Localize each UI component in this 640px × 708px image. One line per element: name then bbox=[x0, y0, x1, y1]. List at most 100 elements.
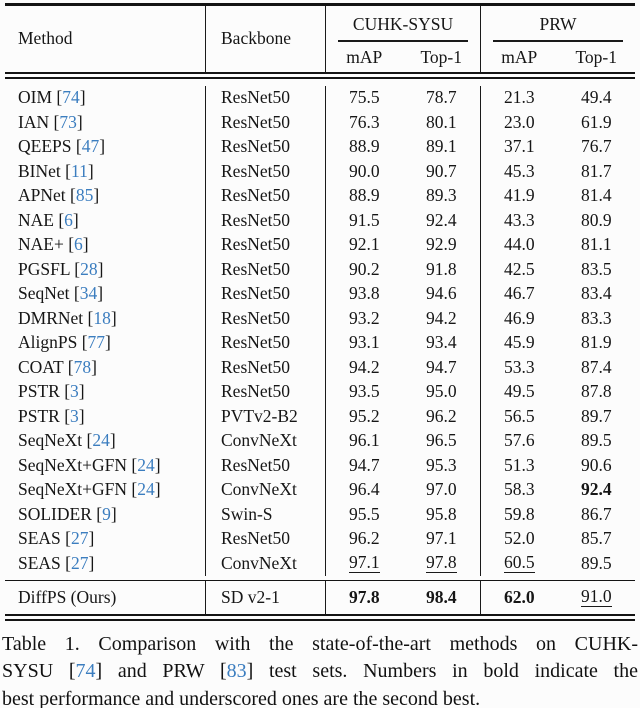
prw-map-cell: 60.5 bbox=[480, 551, 558, 576]
metric-value: 23.0 bbox=[503, 111, 535, 132]
cuhk-map-cell: 75.5 bbox=[325, 85, 403, 110]
table-row: DiffPS (Ours) SD v2-1 97.8 98.4 62.0 91.… bbox=[5, 581, 635, 614]
cuhk-map-cell: 92.1 bbox=[325, 232, 403, 257]
metric-value: 42.5 bbox=[503, 258, 535, 279]
table-row: NAE [6] ResNet50 91.5 92.4 43.3 80.9 bbox=[5, 208, 635, 233]
metric-value: 92.4 bbox=[580, 479, 612, 500]
citation-link[interactable]: 11 bbox=[70, 160, 88, 181]
backbone-cell: ResNet50 bbox=[205, 110, 325, 135]
metric-value: 41.9 bbox=[503, 185, 535, 206]
citation-link[interactable]: 24 bbox=[137, 479, 155, 500]
metric-value: 49.4 bbox=[580, 87, 612, 108]
pre-final-rule bbox=[5, 579, 635, 581]
prw-top1-cell: 49.4 bbox=[558, 86, 636, 111]
citation-link[interactable]: 85 bbox=[75, 185, 94, 206]
backbone-cell: ResNet50 bbox=[205, 159, 325, 184]
metric-value: 97.1 bbox=[425, 528, 457, 549]
text-segment: NAE [ bbox=[18, 209, 65, 230]
table-row: DMRNet [18] ResNet50 93.2 94.2 46.9 83.3 bbox=[5, 306, 635, 331]
metric-value: 90.6 bbox=[580, 454, 612, 475]
metric-value: 45.9 bbox=[503, 332, 535, 353]
cuhk-map-cell: 90.2 bbox=[325, 257, 403, 282]
metric-value: 57.6 bbox=[503, 430, 535, 451]
text-segment: COAT [ bbox=[18, 356, 74, 377]
prw-map-cell: 62.0 bbox=[480, 581, 558, 614]
prw-map-cell: 53.3 bbox=[480, 355, 558, 380]
citation-link[interactable]: 47 bbox=[81, 136, 100, 157]
text-segment: PSTR [ bbox=[18, 405, 71, 426]
metric-value: 75.5 bbox=[348, 87, 380, 108]
method-cell: QEEPS [47] bbox=[5, 135, 205, 160]
prw-top1-cell: 87.4 bbox=[558, 355, 636, 380]
text-segment: SYSU [ bbox=[2, 660, 76, 683]
metric-value: 62.0 bbox=[503, 587, 535, 607]
citation-link[interactable]: 78 bbox=[73, 356, 92, 377]
cuhk-top1-cell: 97.1 bbox=[403, 527, 481, 552]
backbone-cell: ResNet50 bbox=[205, 355, 325, 380]
metric-value: 90.0 bbox=[348, 160, 380, 181]
table-row: PGSFL [28] ResNet50 90.2 91.8 42.5 83.5 bbox=[5, 257, 635, 282]
cuhk-map-cell: 93.8 bbox=[325, 281, 403, 306]
text-segment: ] and PRW [ bbox=[95, 660, 227, 683]
metric-value: 89.1 bbox=[425, 136, 457, 157]
text-segment: ] bbox=[79, 87, 86, 108]
citation-link[interactable]: 34 bbox=[79, 283, 98, 304]
text-segment: DiffPS (Ours) bbox=[18, 587, 117, 607]
metric-value: 83.3 bbox=[580, 307, 612, 328]
header-double-rule bbox=[5, 71, 635, 79]
cuhk-top1-cell: 97.0 bbox=[403, 478, 481, 503]
cuhk-map-cell: 97.1 bbox=[325, 551, 403, 576]
text-segment: ] bbox=[109, 430, 116, 451]
prw-map-cell: 21.3 bbox=[480, 85, 558, 110]
table-row: NAE+ [6] ResNet50 92.1 92.9 44.0 81.1 bbox=[5, 232, 635, 258]
citation-link[interactable]: 24 bbox=[92, 430, 110, 451]
citation-link[interactable]: 83 bbox=[226, 660, 247, 683]
prw-top1-cell: 80.9 bbox=[558, 208, 636, 233]
prw-map-cell: 23.0 bbox=[480, 110, 558, 135]
table-caption: Table 1. Comparison with the state-of-th… bbox=[2, 631, 638, 708]
metric-value: 96.1 bbox=[348, 430, 380, 451]
text-segment: BINet [ bbox=[18, 160, 71, 181]
cuhk-top1-cell: 94.6 bbox=[403, 282, 481, 307]
cuhk-map-cell: 88.9 bbox=[325, 183, 403, 208]
cuhk-top1-cell: 90.7 bbox=[403, 159, 481, 184]
prw-map-cell: 51.3 bbox=[480, 453, 558, 478]
text-segment: SEAS [ bbox=[18, 528, 71, 549]
caption-line: best performance and underscored ones ar… bbox=[2, 686, 638, 708]
cuhk-top1-cell: 92.4 bbox=[403, 208, 481, 233]
citation-link[interactable]: 24 bbox=[137, 454, 155, 475]
text-segment: DMRNet [ bbox=[18, 307, 94, 328]
prw-top1-cell: 83.3 bbox=[558, 306, 636, 331]
metric-value: 93.5 bbox=[348, 381, 380, 402]
citation-link[interactable]: 73 bbox=[59, 111, 77, 132]
metric-value: 59.8 bbox=[503, 503, 535, 524]
table-row: AlignPS [77] ResNet50 93.1 93.4 45.9 81.… bbox=[5, 330, 635, 355]
citation-link[interactable]: 3 bbox=[70, 381, 79, 402]
citation-link[interactable]: 9 bbox=[102, 503, 111, 524]
metric-value: 89.5 bbox=[580, 430, 612, 451]
citation-link[interactable]: 74 bbox=[75, 660, 96, 683]
citation-link[interactable]: 27 bbox=[71, 552, 89, 573]
backbone-cell: Swin-S bbox=[205, 502, 325, 527]
citation-link[interactable]: 77 bbox=[87, 332, 106, 353]
metric-value: 46.9 bbox=[503, 307, 535, 328]
citation-link[interactable]: 18 bbox=[93, 307, 111, 328]
backbone-cell: ResNet50 bbox=[205, 330, 325, 355]
backbone-cell: PVTv2-B2 bbox=[205, 404, 325, 429]
text-segment: SOLIDER [ bbox=[18, 503, 103, 524]
cuhk-top1-cell: 92.9 bbox=[403, 233, 481, 258]
cuhk-map-cell: 95.5 bbox=[325, 502, 403, 527]
citation-link[interactable]: 6 bbox=[64, 209, 73, 230]
cuhk-map-cell: 94.7 bbox=[325, 453, 403, 478]
cuhk-top1-cell: 89.1 bbox=[403, 135, 481, 160]
citation-link[interactable]: 27 bbox=[71, 528, 89, 549]
backbone-cell: ResNet50 bbox=[205, 306, 325, 331]
metric-value: 97.8 bbox=[348, 587, 380, 607]
citation-link[interactable]: 74 bbox=[62, 87, 80, 108]
citation-link[interactable]: 6 bbox=[74, 234, 83, 255]
citation-link[interactable]: 28 bbox=[80, 258, 98, 279]
citation-link[interactable]: 3 bbox=[70, 405, 79, 426]
prw-top1-cell: 83.4 bbox=[558, 282, 636, 307]
table-row: SeqNet [34] ResNet50 93.8 94.6 46.7 83.4 bbox=[5, 281, 636, 307]
metric-value: 89.5 bbox=[580, 552, 612, 573]
